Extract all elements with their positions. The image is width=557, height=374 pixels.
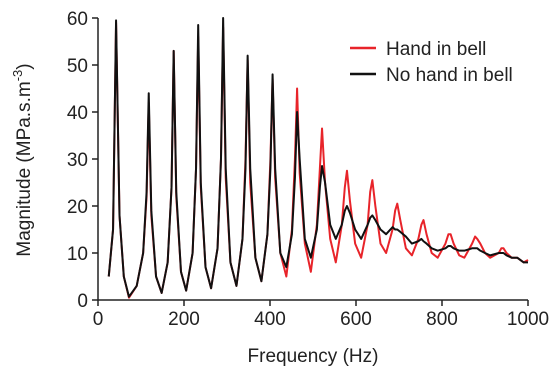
x-tick-label: 600: [340, 309, 372, 330]
x-tick-label: 400: [254, 309, 286, 330]
x-axis-label: Frequency (Hz): [248, 346, 379, 367]
x-tick-label: 800: [426, 309, 458, 330]
y-tick-label: 20: [67, 197, 88, 218]
y-tick-label: 60: [67, 9, 88, 30]
series-line: [107, 17, 528, 298]
legend-label: Hand in bell: [386, 39, 486, 60]
x-tick-label: 200: [168, 309, 200, 330]
y-label-end: ): [14, 63, 35, 69]
y-label-sup: -3: [10, 70, 25, 82]
legend-label: No hand in bell: [386, 65, 513, 86]
y-tick-label: 10: [67, 244, 88, 265]
y-tick-label: 40: [67, 103, 88, 124]
y-tick-label: 30: [67, 150, 88, 171]
y-label-text: Magnitude (MPa.s.m: [14, 81, 35, 256]
y-tick-label: 50: [67, 56, 88, 77]
y-axis-label: Magnitude (MPa.s.m-3): [10, 63, 35, 256]
y-tick-label: 0: [77, 291, 88, 312]
x-tick-label: 1000: [507, 309, 549, 330]
x-tick-label: 0: [93, 309, 104, 330]
